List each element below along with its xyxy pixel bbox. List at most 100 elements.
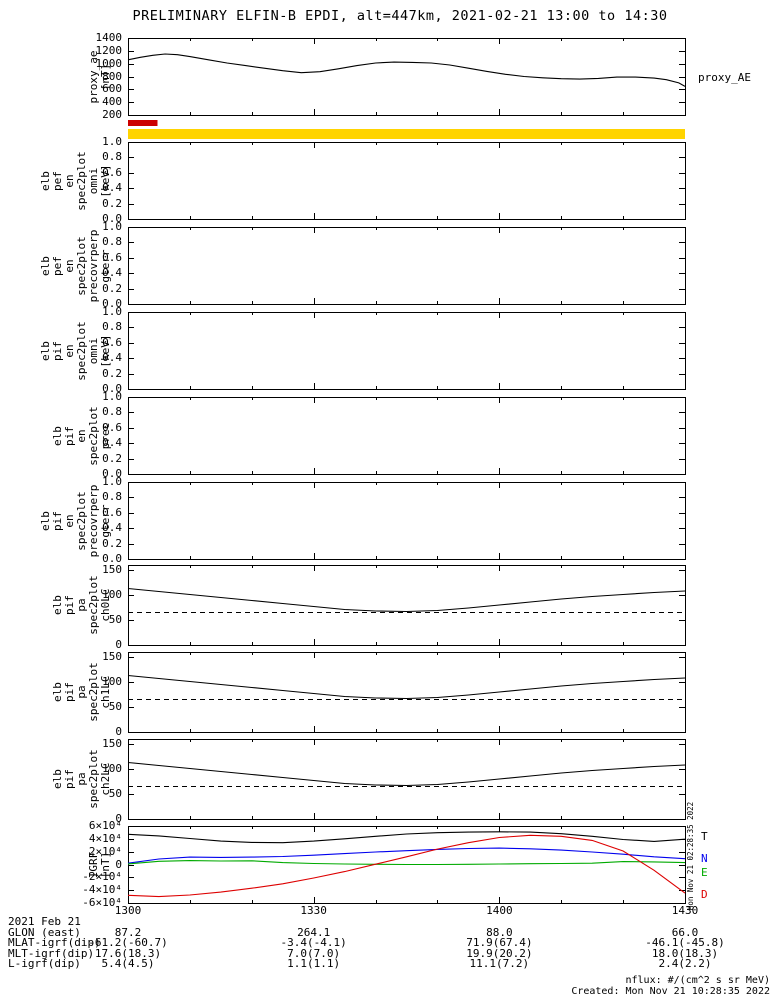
- y-tick-label: 0.0: [102, 212, 122, 225]
- y-tick-label: 50: [108, 613, 122, 626]
- panel-frame: [128, 227, 686, 305]
- y-tick-label: 1000: [95, 56, 123, 70]
- panel-ylabel-elb_pif_pa_spec2plot_ch0LC: elb pif pa spec2plot ch0LC: [51, 575, 112, 635]
- panel-ylabel-igrf: IGRF [nT]: [87, 851, 112, 878]
- panel-elb_pef_en_spec2plot_precovrperp_gterr: [128, 227, 686, 305]
- footer-value: 11.1(7.2): [469, 957, 530, 970]
- y-tick-label: 0.2: [102, 451, 122, 465]
- y-tick-label: 0.8: [102, 320, 122, 334]
- y-tick-label: 150: [102, 650, 122, 663]
- series-N: [127, 847, 686, 864]
- y-tick-label: 0.4: [102, 181, 122, 195]
- legend-T: T: [701, 830, 708, 843]
- y-tick-label: 50: [108, 787, 122, 800]
- footer-value: 19.9(20.2): [466, 946, 533, 960]
- y-tick-label: 0.2: [102, 196, 122, 210]
- y-tick-label: 0.0: [102, 297, 122, 310]
- y-tick-label: 0.2: [102, 366, 122, 380]
- y-tick-label: 1.0: [102, 475, 122, 488]
- panel-elb_pif_en_spec2plot_precovrperp_gterr: [128, 482, 686, 560]
- footer-row-label: GLON (east): [8, 925, 81, 939]
- y-tick-label: 0: [115, 638, 122, 651]
- panel-igrf: [127, 826, 686, 904]
- y-tick-label: 0.6: [102, 505, 122, 519]
- y-tick-label: 100: [102, 588, 122, 601]
- y-tick-label: 0.0: [102, 382, 122, 395]
- panel-elb_pif_pa_spec2plot_ch0LC: [127, 565, 686, 646]
- legend-E: E: [701, 866, 708, 879]
- y-tick-label: 0.4: [102, 436, 122, 450]
- footer-value: 1.1(1.1): [287, 957, 341, 970]
- footer-value: -46.1(-45.8): [645, 936, 725, 949]
- y-tick-label: 0.8: [102, 150, 122, 164]
- proxy-ae-right-label: proxy_AE: [698, 71, 751, 84]
- series-proxy_AE: [127, 53, 686, 87]
- y-tick-label: 150: [102, 563, 122, 576]
- y-tick-label: 0.4: [102, 266, 122, 280]
- x-tick-label: 1330: [300, 904, 327, 917]
- y-tick-label: 2×10⁴: [88, 844, 122, 858]
- y-tick-label: -4×10⁴: [82, 883, 122, 897]
- nflux-units-note: nflux: #/(cm^2 s sr MeV): [625, 975, 771, 986]
- y-tick-label: 0.0: [102, 467, 122, 480]
- y-tick-label: 100: [102, 762, 122, 775]
- y-tick-label: 0.6: [102, 165, 122, 179]
- y-tick-label: 0.8: [102, 405, 122, 419]
- footer-value: 87.2: [114, 925, 142, 939]
- y-tick-label: 0.4: [102, 351, 122, 365]
- footer-value: 18.0(18.3): [651, 946, 719, 960]
- y-tick-label: 0: [115, 725, 122, 738]
- footer-value: 7.0(7.0): [287, 946, 341, 960]
- series-D: [127, 834, 686, 898]
- y-tick-label: 1.0: [102, 390, 122, 403]
- series-loss-cone-ch1: [127, 674, 686, 700]
- panel-elb_pif_en_spec2plot_prec: [128, 397, 686, 475]
- panel-elb_pif_en_spec2plot_omni: [128, 312, 686, 390]
- y-tick-label: 1.0: [102, 220, 122, 233]
- side-timestamp: Mon Nov 21 02:28:35 2022: [686, 801, 695, 911]
- y-tick-label: 1400: [95, 31, 123, 44]
- y-tick-label: -6×10⁴: [82, 896, 122, 909]
- footer-date: 2021 Feb 21: [8, 915, 81, 928]
- y-tick-label: 0.0: [102, 552, 122, 565]
- panel-elb_pif_pa_spec2plot_ch2LC: [127, 739, 686, 820]
- y-tick-label: 1200: [95, 43, 123, 57]
- footer-value: -3.4(-4.1): [280, 936, 347, 949]
- legend-D: D: [701, 888, 708, 901]
- panel-ylabel-elb_pif_pa_spec2plot_ch2LC: elb pif pa spec2plot ch2LC: [51, 749, 112, 809]
- series-E: [127, 860, 686, 866]
- bar-red-segment-bar: [128, 120, 158, 126]
- footer-value: 2.4(2.2): [658, 957, 712, 970]
- y-tick-label: 0.4: [102, 521, 122, 535]
- panel-frame: [128, 38, 686, 116]
- y-tick-label: 0.8: [102, 235, 122, 249]
- panel-elb_pef_en_spec2plot_omni: [128, 142, 686, 220]
- footer-row-label: MLAT-igrf(dip): [8, 936, 101, 949]
- plot-title: PRELIMINARY ELFIN-B EPDI, alt=447km, 202…: [132, 8, 668, 24]
- y-tick-label: 0.6: [102, 250, 122, 264]
- panel-proxy_ae: [127, 38, 686, 116]
- y-tick-label: 0: [115, 857, 122, 871]
- panel-frame: [128, 652, 686, 733]
- panel-frame: [128, 482, 686, 560]
- panel-elb_pif_pa_spec2plot_ch1LC: [127, 652, 686, 733]
- x-tick-label: 1400: [486, 904, 513, 917]
- footer-value: 17.6(18.3): [94, 946, 162, 960]
- panel-ylabel-proxy_ae: proxy_ae [nT]: [87, 50, 112, 103]
- panel-ylabel-elb_pef_en_spec2plot_omni: elb pef en spec2plot omni [keV]: [39, 150, 112, 211]
- panel-ylabel-elb_pif_pa_spec2plot_ch1LC: elb pif pa spec2plot ch1LC: [51, 662, 112, 722]
- panel-frame: [128, 397, 686, 475]
- y-tick-label: 1.0: [102, 135, 122, 148]
- panel-frame: [128, 312, 686, 390]
- panel-ylabel-elb_pif_en_spec2plot_prec: elb pif en spec2plot prec: [51, 405, 112, 466]
- y-tick-label: 0.2: [102, 536, 122, 550]
- footer-value: 5.4(4.5): [101, 957, 155, 970]
- y-tick-label: 100: [102, 675, 122, 688]
- panel-frame: [128, 142, 686, 220]
- panel-frame: [128, 565, 686, 646]
- series-T: [127, 831, 686, 844]
- series-loss-cone-ch0: [127, 587, 686, 613]
- y-tick-label: 150: [102, 737, 122, 750]
